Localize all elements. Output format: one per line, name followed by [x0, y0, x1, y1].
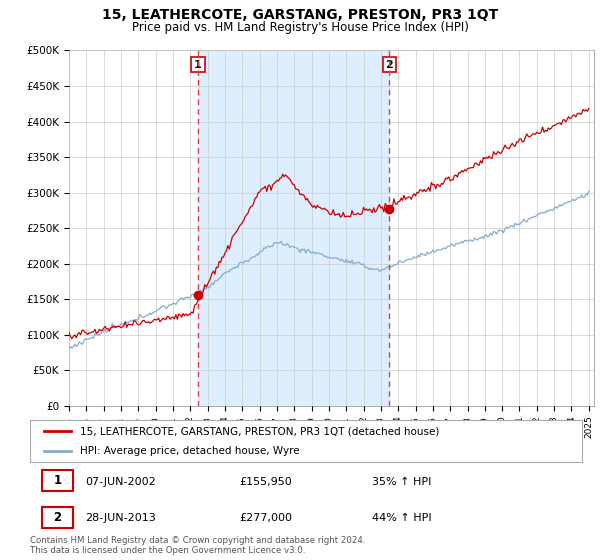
Text: £277,000: £277,000	[240, 513, 293, 522]
Text: 28-JUN-2013: 28-JUN-2013	[85, 513, 156, 522]
Text: 1: 1	[194, 60, 202, 69]
Text: 1: 1	[53, 474, 61, 487]
Text: 15, LEATHERCOTE, GARSTANG, PRESTON, PR3 1QT: 15, LEATHERCOTE, GARSTANG, PRESTON, PR3 …	[102, 8, 498, 22]
Text: This data is licensed under the Open Government Licence v3.0.: This data is licensed under the Open Gov…	[30, 546, 305, 555]
Text: 2: 2	[53, 511, 61, 524]
Text: Price paid vs. HM Land Registry's House Price Index (HPI): Price paid vs. HM Land Registry's House …	[131, 21, 469, 34]
FancyBboxPatch shape	[42, 470, 73, 491]
Text: £155,950: £155,950	[240, 477, 293, 487]
Text: 35% ↑ HPI: 35% ↑ HPI	[372, 477, 431, 487]
Text: 15, LEATHERCOTE, GARSTANG, PRESTON, PR3 1QT (detached house): 15, LEATHERCOTE, GARSTANG, PRESTON, PR3 …	[80, 426, 439, 436]
Text: Contains HM Land Registry data © Crown copyright and database right 2024.: Contains HM Land Registry data © Crown c…	[30, 536, 365, 545]
Text: 44% ↑ HPI: 44% ↑ HPI	[372, 513, 432, 522]
Text: HPI: Average price, detached house, Wyre: HPI: Average price, detached house, Wyre	[80, 446, 299, 456]
Text: 2: 2	[385, 60, 393, 69]
Bar	[198, 50, 389, 406]
FancyBboxPatch shape	[30, 420, 582, 462]
FancyBboxPatch shape	[42, 506, 73, 528]
Text: 07-JUN-2002: 07-JUN-2002	[85, 477, 156, 487]
